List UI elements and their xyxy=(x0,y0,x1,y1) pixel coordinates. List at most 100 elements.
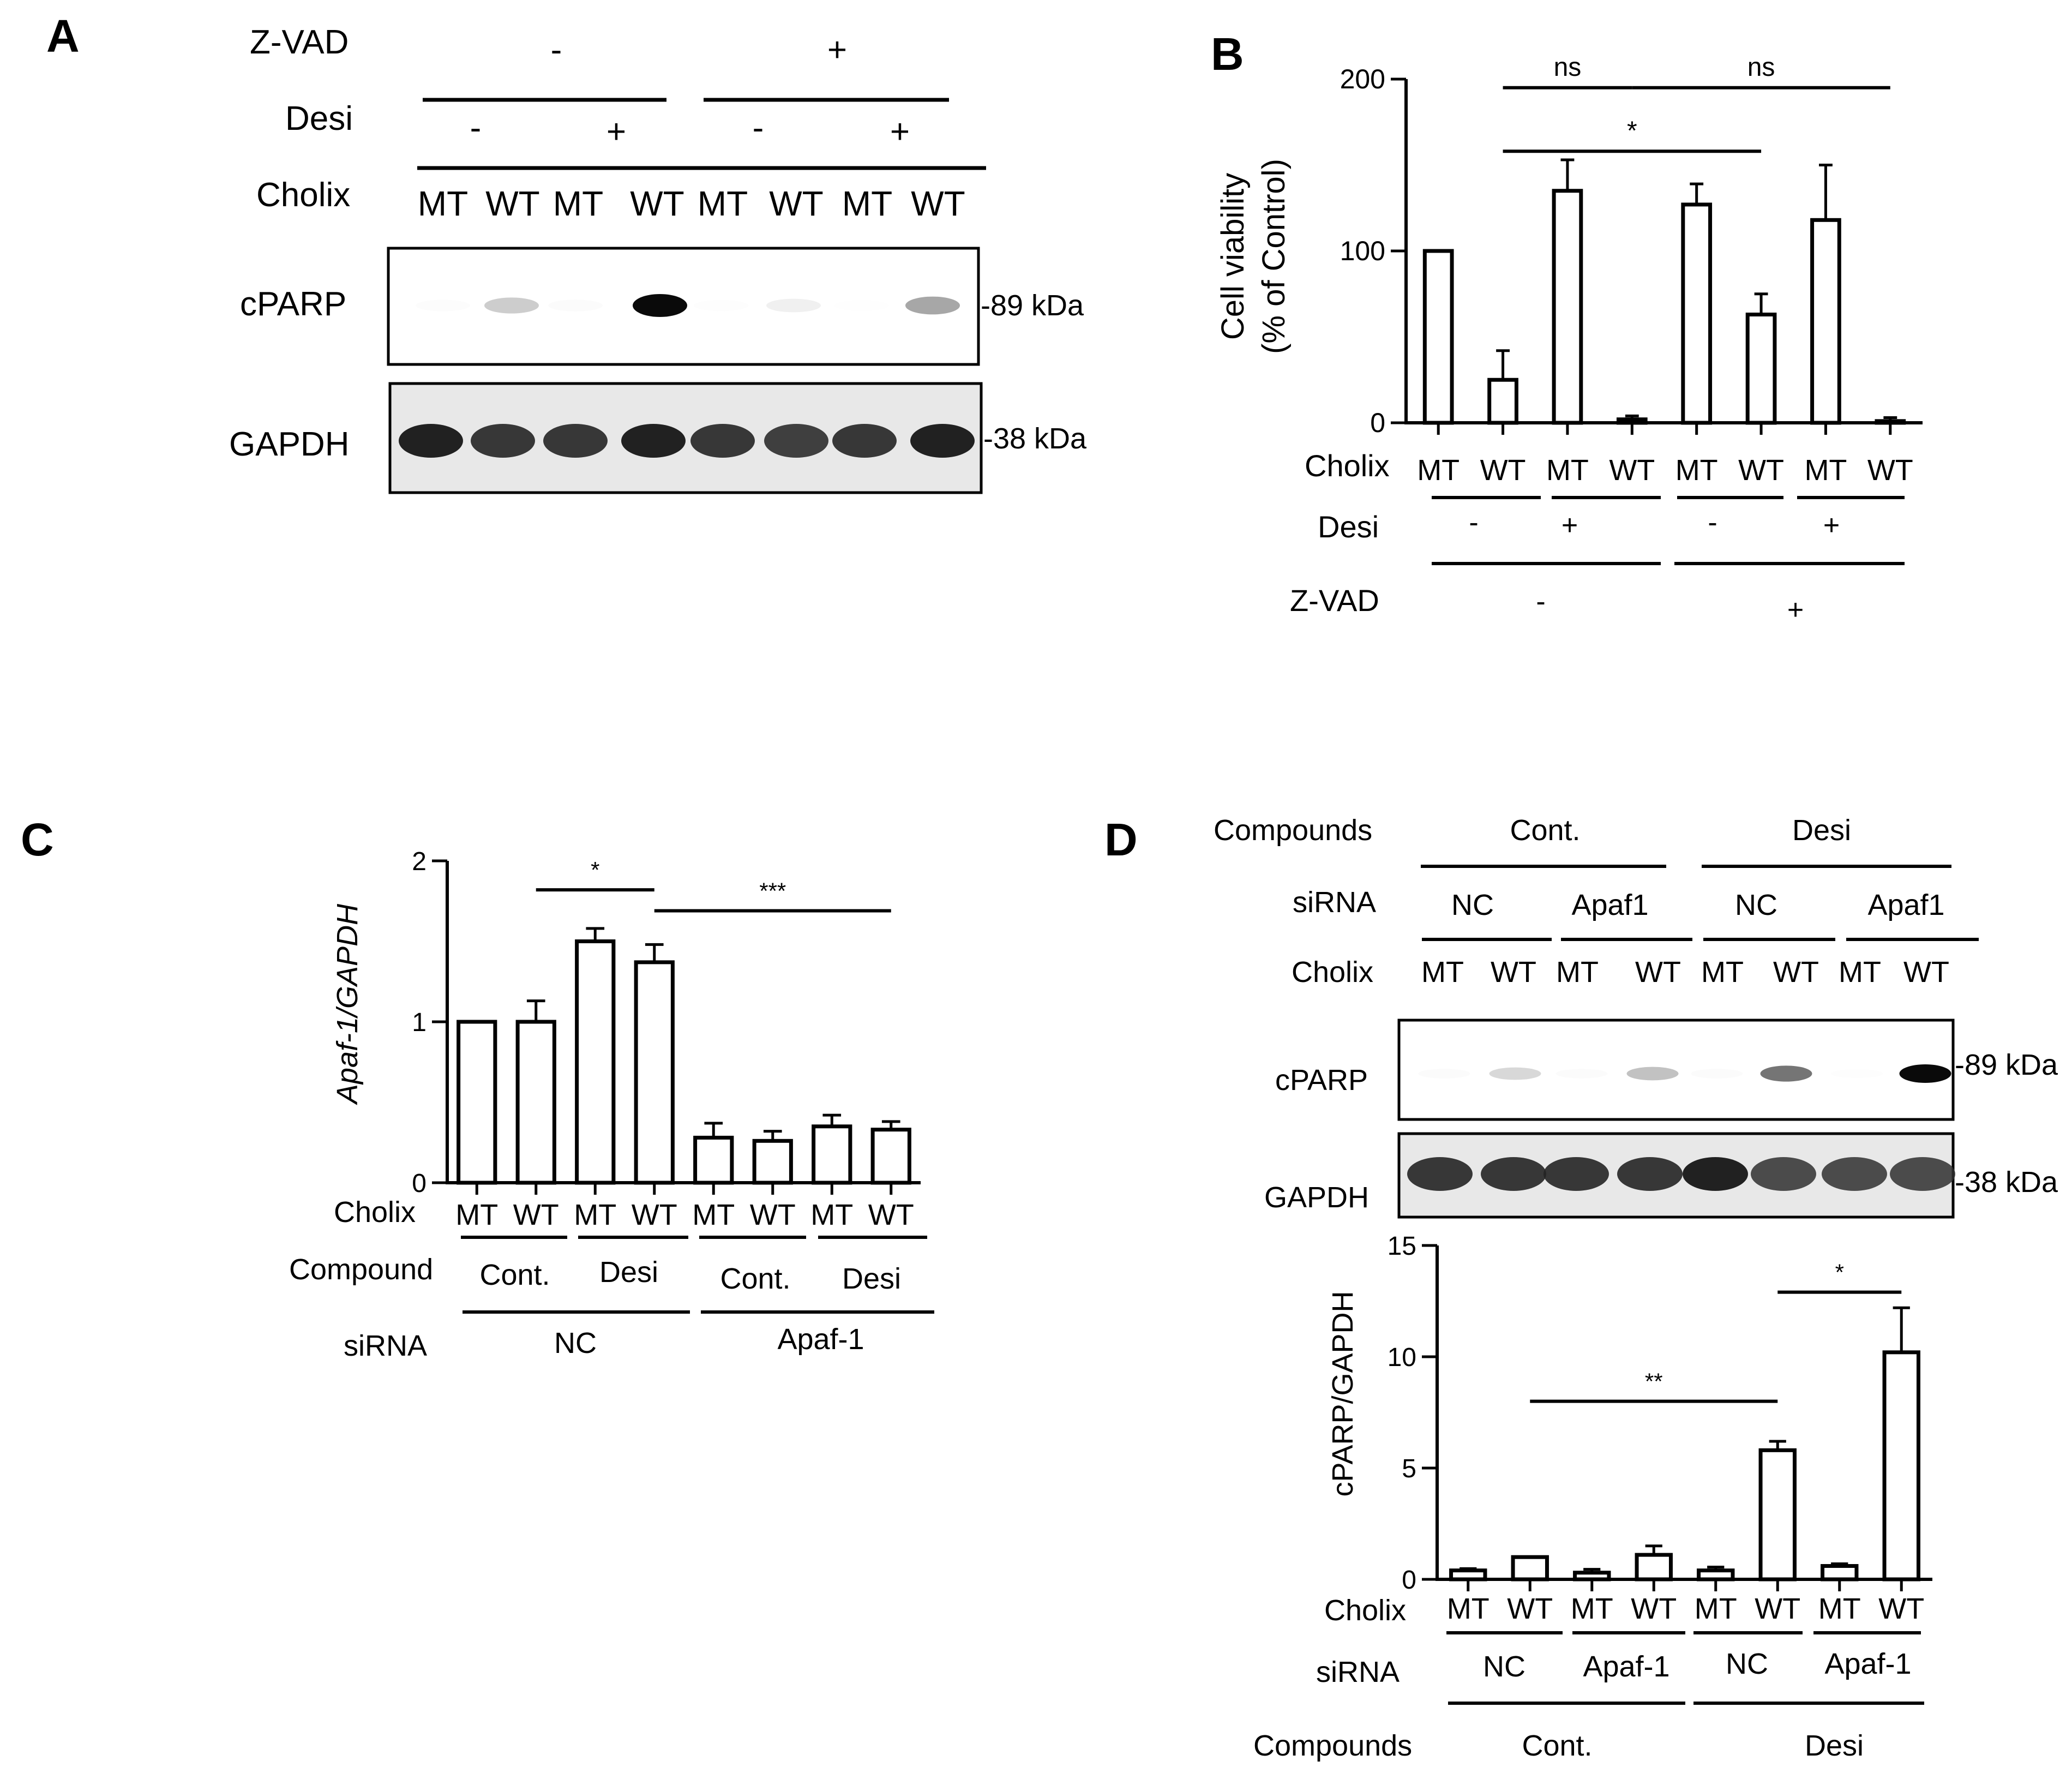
a-desi-label: Desi xyxy=(285,100,353,137)
x-category-label: MT xyxy=(1447,1592,1490,1625)
d-gapdh-band xyxy=(1617,1157,1683,1191)
d-bottom-compound-group: Desi xyxy=(1805,1729,1864,1762)
a-lane-label: MT xyxy=(553,184,603,223)
x-category-label: WT xyxy=(632,1199,677,1231)
a-gapdh-band xyxy=(832,424,897,458)
a-gapdh-band xyxy=(690,424,755,458)
d-compound-group: Desi xyxy=(1792,814,1851,847)
a-gapdh-band xyxy=(621,424,686,458)
bar xyxy=(457,1020,497,1185)
d-cparp-band xyxy=(1418,1069,1470,1079)
significance-label: * xyxy=(1627,116,1637,145)
d-sirna-group: Apaf1 xyxy=(1867,889,1944,921)
bar xyxy=(693,1135,734,1185)
a-cparp-band xyxy=(766,298,821,313)
b-zvad-sign: - xyxy=(1536,586,1545,618)
x-category-label: MT xyxy=(1695,1592,1737,1625)
a-cparp-band xyxy=(633,294,687,317)
c-ylabel: Apaf-1/GAPDH xyxy=(331,903,364,1105)
a-lane-label: MT xyxy=(698,184,748,223)
b-desi-sign: + xyxy=(1561,510,1578,541)
d-gapdh-band xyxy=(1481,1157,1546,1191)
d-bottom-cholix-label: Cholix xyxy=(1324,1594,1406,1627)
bar xyxy=(1697,1568,1735,1582)
y-tick-label: 2 xyxy=(412,847,427,876)
bar xyxy=(812,1124,852,1185)
bar xyxy=(1635,1553,1673,1582)
x-category-label: WT xyxy=(513,1199,559,1231)
x-category-label: MT xyxy=(692,1199,735,1231)
c-compound-group: Desi xyxy=(842,1262,901,1295)
y-tick-label: 1 xyxy=(412,1008,427,1037)
a-cholix-lanes: MT WT MT WT MT WT MT WT xyxy=(418,184,965,223)
bar xyxy=(515,1020,556,1185)
x-category-label: MT xyxy=(455,1199,498,1231)
d-gapdh-label: GAPDH xyxy=(1264,1181,1369,1214)
bar xyxy=(1681,202,1713,425)
bar xyxy=(1821,1564,1859,1582)
d-cparp-band xyxy=(1489,1067,1541,1080)
bar xyxy=(1487,378,1518,425)
d-cparp-marker: -89 kDa xyxy=(1955,1049,2058,1081)
d-sirna-group: NC xyxy=(1735,889,1777,921)
a-cparp-label: cPARP xyxy=(240,285,346,323)
c-compound-group: Cont. xyxy=(479,1259,550,1291)
b-desi-sign: - xyxy=(1469,507,1478,538)
d-cholix-lanes: MT WT MT WT MT WT MT WT xyxy=(1421,956,1949,989)
x-category-label: WT xyxy=(1867,454,1913,487)
d-cparp-band xyxy=(1626,1067,1679,1081)
panel-a-letter: A xyxy=(46,10,80,62)
a-gapdh-bands xyxy=(399,424,975,458)
x-category-label: WT xyxy=(750,1199,796,1231)
d-gapdh-band xyxy=(1544,1157,1609,1191)
c-cholix-label: Cholix xyxy=(334,1196,416,1229)
x-category-label: MT xyxy=(1546,454,1589,487)
a-lane-label: WT xyxy=(911,184,965,223)
d-lane-label: MT xyxy=(1421,956,1464,989)
panel-b: B 0 100 200 MT WT MT WT MT WT MT WT ns ns * Cell viab… xyxy=(1211,28,1923,626)
a-gapdh-marker: -38 kDa xyxy=(983,422,1087,455)
d-sirna-label: siRNA xyxy=(1293,886,1376,919)
x-category-label: WT xyxy=(1480,454,1526,487)
c-sirna-group: Apaf-1 xyxy=(777,1323,864,1356)
d-bottom-sirna-group: Apaf-1 xyxy=(1824,1648,1911,1680)
b-desi-sign: + xyxy=(1823,510,1840,541)
b-desi-label: Desi xyxy=(1318,510,1379,544)
bar xyxy=(1745,313,1777,425)
a-cparp-band xyxy=(416,300,470,312)
bar xyxy=(634,960,675,1185)
b-cholix-label: Cholix xyxy=(1305,448,1390,483)
d-cparp-bands xyxy=(1418,1064,1951,1083)
a-cparp-bands xyxy=(416,294,960,317)
c-compound-label: Compound xyxy=(289,1253,433,1286)
y-tick-label: 0 xyxy=(1370,408,1385,438)
bar xyxy=(1882,1350,1920,1582)
d-cparp-band xyxy=(1760,1065,1812,1082)
y-tick-label: 0 xyxy=(1402,1566,1416,1595)
bar xyxy=(1552,189,1583,425)
a-desi-sign: - xyxy=(470,109,482,147)
x-category-label: WT xyxy=(1631,1592,1677,1625)
a-cparp-band xyxy=(905,296,960,315)
x-category-label: MT xyxy=(574,1199,616,1231)
significance-label: *** xyxy=(759,878,786,903)
d-bottom-sirna-label: siRNA xyxy=(1316,1656,1400,1688)
d-cparp-blot-frame xyxy=(1397,1019,1955,1121)
x-category-label: WT xyxy=(1738,454,1784,487)
d-sirna-group: NC xyxy=(1451,889,1494,921)
a-cparp-blot-frame xyxy=(387,247,980,366)
chart-b: 0 100 200 MT WT MT WT MT WT MT WT ns ns * xyxy=(1340,53,1923,487)
bar xyxy=(575,939,616,1185)
d-cparp-label: cPARP xyxy=(1275,1064,1368,1097)
b-zvad-label: Z-VAD xyxy=(1290,583,1379,618)
a-desi-sign: - xyxy=(753,109,764,147)
a-gapdh-label: GAPDH xyxy=(229,426,349,463)
d-lane-label: MT xyxy=(1839,956,1881,989)
d-bottom-sirna-group: NC xyxy=(1483,1650,1526,1683)
a-gapdh-band xyxy=(543,424,608,458)
d-lane-label: MT xyxy=(1701,956,1744,989)
